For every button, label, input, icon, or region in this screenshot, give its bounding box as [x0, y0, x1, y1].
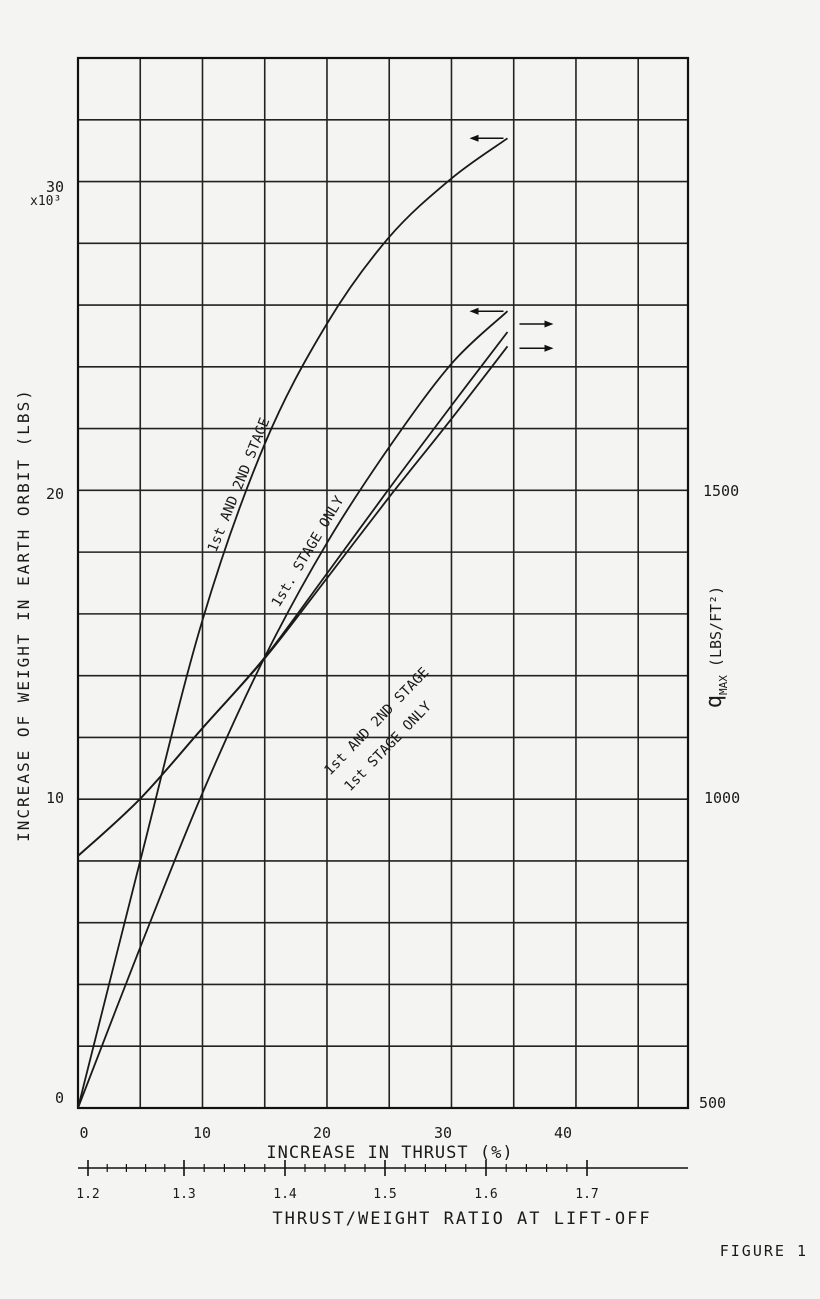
y-right-tick-label: 1000 — [704, 789, 740, 807]
x-axis-label: INCREASE IN THRUST (%) — [266, 1143, 513, 1163]
y-left-tick-label: 20 — [46, 485, 64, 503]
x-tick-labels: 0 10 20 30 40 — [79, 1124, 572, 1142]
x-tick-label: 40 — [554, 1124, 572, 1142]
x2-tick-label: 1.6 — [474, 1187, 497, 1202]
x-tick-label: 0 — [79, 1124, 88, 1142]
x2-tick-labels: 1.2 1.3 1.4 1.5 1.6 1.7 — [76, 1187, 598, 1202]
x2-tick-label: 1.4 — [273, 1187, 297, 1202]
x2-axis-label: THRUST/WEIGHT RATIO AT LIFT-OFF — [272, 1209, 651, 1229]
series-lines — [77, 137, 509, 1109]
arrow-head-left — [469, 134, 479, 142]
y-left-axis-label: INCREASE OF WEIGHT IN EARTH ORBIT (LBS) — [14, 388, 33, 842]
grid — [76, 56, 690, 1110]
y-right-axis-label: qMAX (LBS/FT²) — [702, 586, 730, 708]
x2-axis — [78, 1160, 688, 1176]
x-tick-label: 30 — [434, 1124, 452, 1142]
x-tick-label: 10 — [193, 1124, 211, 1142]
y-multiplier: x10³ — [30, 194, 61, 209]
x2-tick-label: 1.5 — [373, 1187, 396, 1202]
y-left-tick-labels: 0 10 20 30 — [46, 178, 64, 1107]
x2-tick-label: 1.3 — [172, 1187, 195, 1202]
series-line-3 — [77, 331, 509, 857]
arrow-head-right — [544, 320, 554, 328]
y-left-tick-label: 0 — [55, 1089, 64, 1107]
y-right-tick-label: 1500 — [703, 482, 739, 500]
y-right-tick-label: 500 — [699, 1094, 726, 1112]
y-right-label-units: (LBS/FT²) — [707, 586, 725, 667]
figure-label: FIGURE 1 — [720, 1242, 808, 1260]
x2-tick-label: 1.2 — [76, 1187, 99, 1202]
series-label: 1st AND 2ND STAGE — [205, 416, 274, 555]
y-right-label-sub: MAX — [717, 675, 730, 695]
series-line-1 — [77, 137, 509, 1109]
x-tick-label: 20 — [313, 1124, 331, 1142]
series-arrows — [469, 134, 554, 352]
plot-frame — [76, 56, 690, 1110]
series-line-2 — [77, 310, 509, 1109]
series-line-4 — [77, 345, 509, 857]
arrow-head-right — [544, 344, 554, 352]
x2-tick-label: 1.7 — [575, 1187, 598, 1202]
arrow-head-left — [469, 307, 479, 315]
y-right-label-main: q — [702, 695, 727, 708]
svg-text:qMAX(LBS/FT²): qMAX (LBS/FT²) — [702, 586, 730, 708]
y-left-tick-label: 30 — [46, 178, 64, 196]
y-left-tick-label: 10 — [46, 789, 64, 807]
y-right-tick-labels: 500 1000 1500 — [699, 482, 740, 1112]
